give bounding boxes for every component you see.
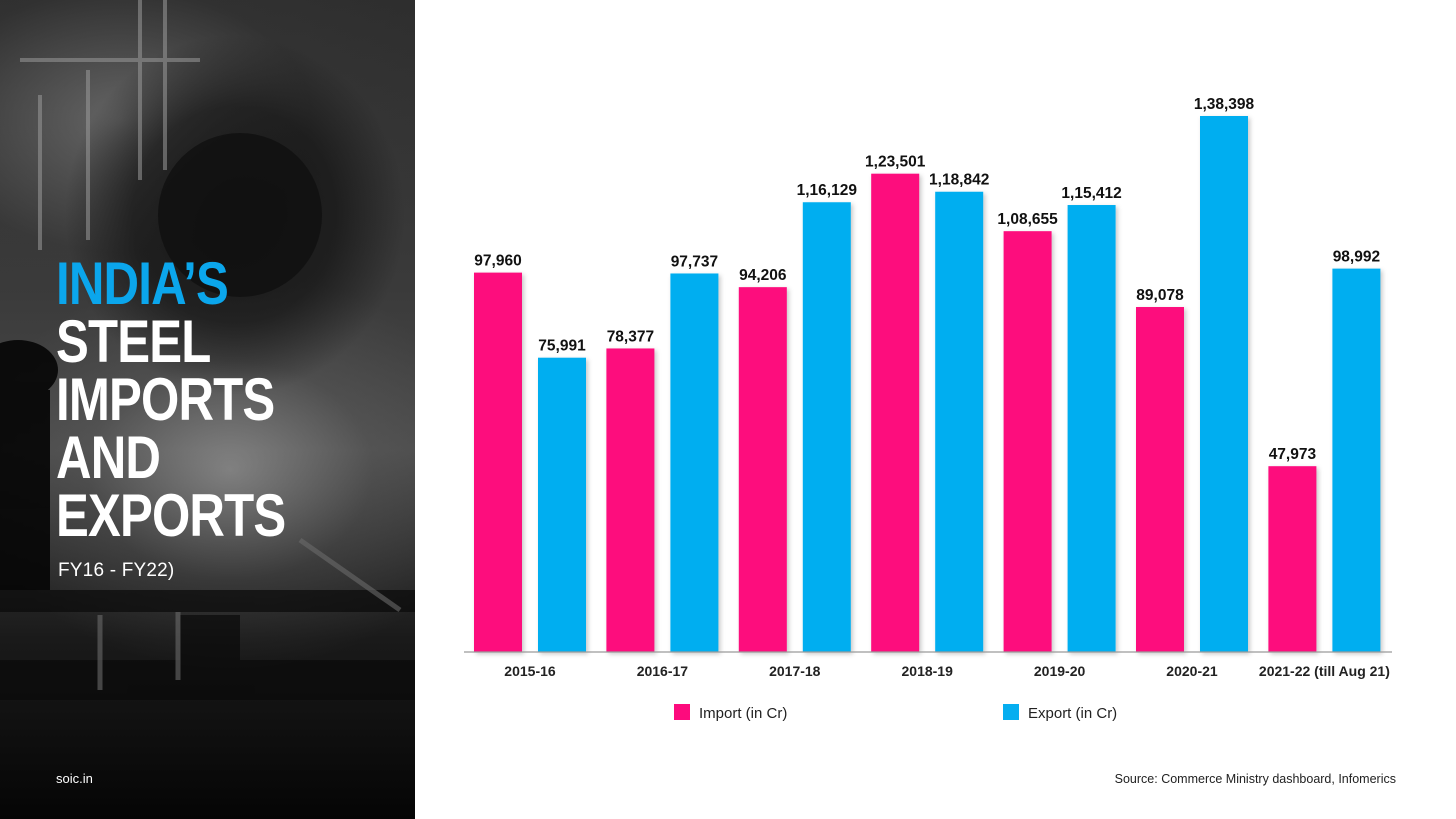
legend-swatch-import bbox=[674, 704, 690, 720]
title-line-exports: EXPORTS bbox=[56, 482, 286, 549]
x-tick-label: 2019-20 bbox=[1034, 663, 1086, 679]
legend-label-import: Import (in Cr) bbox=[699, 705, 787, 722]
value-label-import: 97,960 bbox=[474, 253, 521, 270]
site-url: soic.in bbox=[56, 771, 93, 786]
steel-mill-background-image bbox=[0, 0, 415, 700]
subtitle: FY16 - FY22) bbox=[58, 560, 175, 581]
legend-label-export: Export (in Cr) bbox=[1028, 705, 1117, 722]
bar-import-2015-16 bbox=[474, 272, 522, 652]
value-label-export: 75,991 bbox=[538, 338, 586, 355]
page-title: INDIA’S STEEL IMPORTS AND EXPORTS bbox=[56, 250, 336, 549]
value-label-export: 1,18,842 bbox=[929, 172, 989, 189]
left-panel: INDIA’S STEEL IMPORTS AND EXPORTS FY16 -… bbox=[0, 0, 415, 819]
x-tick-label: 2017-18 bbox=[769, 663, 821, 679]
bar-chart: 97,960 75,991 78,377 97,737 94,206 1,16,129 1,… bbox=[464, 96, 1392, 722]
x-tick-label: 2021-22 (till Aug 21) bbox=[1259, 663, 1390, 679]
bar-export-2017-18 bbox=[802, 202, 851, 652]
bar-export-2018-19 bbox=[935, 191, 984, 652]
x-tick-label: 2018-19 bbox=[902, 663, 954, 679]
x-tick-label: 2015-16 bbox=[504, 663, 556, 679]
value-label-import: 78,377 bbox=[607, 328, 654, 345]
x-tick-label: 2016-17 bbox=[637, 663, 689, 679]
value-label-import: 94,206 bbox=[739, 267, 787, 284]
value-label-export: 1,15,412 bbox=[1061, 185, 1121, 202]
bar-import-2020-21 bbox=[1136, 307, 1184, 652]
bars-group bbox=[474, 116, 1381, 653]
value-labels-group: 97,960 75,991 78,377 97,737 94,206 1,16,129 1,… bbox=[474, 96, 1380, 463]
bar-export-2020-21 bbox=[1200, 116, 1248, 652]
title-line-and: AND bbox=[56, 424, 161, 491]
x-tick-labels-group: 2015-16 2016-17 2017-18 2018-19 2019-20 2020-… bbox=[504, 663, 1390, 679]
bar-import-2018-19 bbox=[871, 173, 920, 653]
bar-import-2021-22 bbox=[1268, 466, 1317, 652]
title-accent: INDIA’S bbox=[56, 250, 229, 317]
bar-export-2021-22 bbox=[1332, 268, 1381, 652]
bar-import-2016-17 bbox=[606, 348, 655, 652]
bar-import-2017-18 bbox=[738, 287, 787, 652]
value-label-export: 98,992 bbox=[1333, 249, 1380, 266]
bar-export-2016-17 bbox=[670, 273, 719, 652]
title-line-imports: IMPORTS bbox=[56, 366, 275, 433]
value-label-import: 89,078 bbox=[1136, 287, 1184, 304]
bar-export-2019-20 bbox=[1067, 205, 1116, 652]
source-note: Source: Commerce Ministry dashboard, Inf… bbox=[1114, 772, 1396, 786]
value-label-import: 1,08,655 bbox=[997, 211, 1058, 228]
bar-export-2015-16 bbox=[538, 357, 586, 652]
value-label-import: 47,973 bbox=[1269, 446, 1317, 463]
value-label-export: 1,38,398 bbox=[1194, 96, 1255, 113]
title-line-steel: STEEL bbox=[56, 308, 211, 375]
value-label-import: 1,23,501 bbox=[865, 154, 926, 171]
bar-import-2019-20 bbox=[1003, 231, 1052, 652]
value-label-export: 1,16,129 bbox=[797, 182, 858, 199]
legend-swatch-export bbox=[1003, 704, 1019, 720]
value-label-export: 97,737 bbox=[671, 253, 718, 270]
legend: Import (in Cr) Export (in Cr) bbox=[674, 704, 1117, 722]
x-tick-label: 2020-21 bbox=[1166, 663, 1218, 679]
